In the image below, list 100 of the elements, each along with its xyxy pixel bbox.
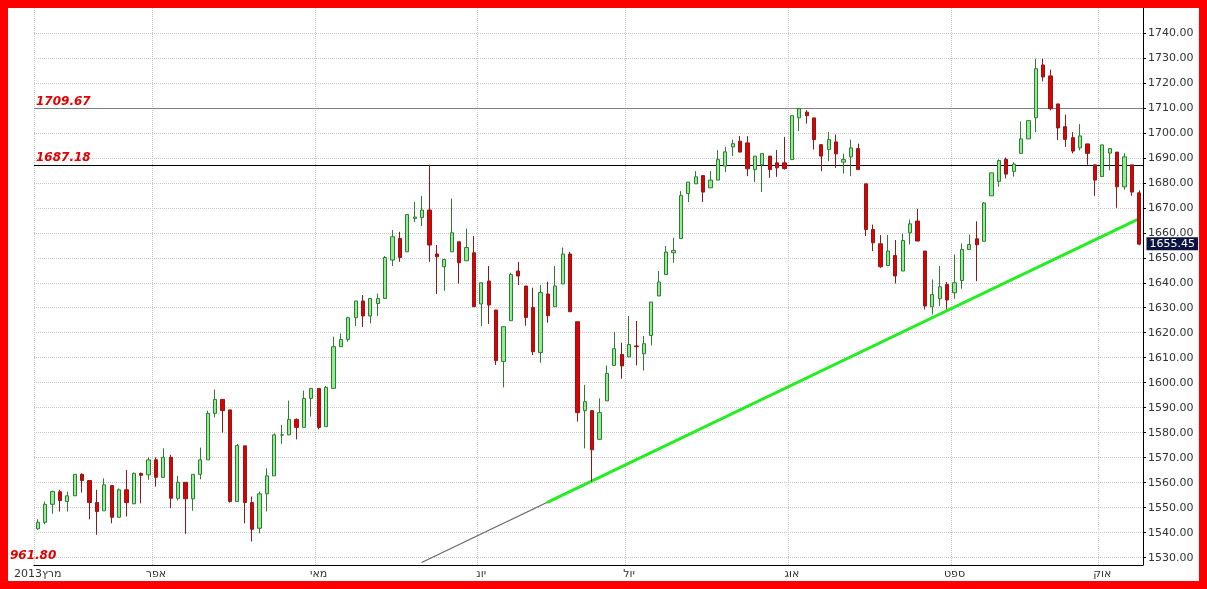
candlestick [901, 233, 905, 272]
candlestick [1093, 164, 1097, 197]
candlestick [982, 201, 986, 242]
candlestick [191, 473, 195, 512]
ref-line-label: 1709.67 [36, 93, 92, 108]
candlestick [176, 475, 180, 502]
ref-line-label: 1687.18 [36, 149, 91, 164]
candlestick [1048, 69, 1053, 111]
candlestick [856, 143, 860, 171]
candlestick [368, 297, 372, 324]
candlestick [450, 198, 454, 253]
candlestick [583, 384, 587, 449]
candlestick [1122, 152, 1127, 191]
candlestick [117, 487, 121, 518]
y-tick-label: 1720.00 [1148, 76, 1194, 90]
candlestick [878, 234, 883, 269]
candlestick [346, 316, 350, 343]
candlestick [871, 224, 875, 252]
candlestick [50, 490, 55, 515]
candlestick [775, 149, 779, 178]
candlestick [989, 172, 994, 197]
candlestick [213, 388, 217, 418]
candlestick [664, 245, 668, 276]
y-tick-label: 1690.00 [1148, 151, 1194, 165]
y-tick-label: 1570.00 [1148, 451, 1194, 465]
candlestick [183, 481, 188, 535]
candlestick [287, 400, 291, 436]
candlestick [686, 181, 690, 203]
x-tick-label: ספט [943, 567, 966, 580]
candlestick [886, 234, 890, 267]
candlestick [1078, 123, 1082, 151]
candlestick [834, 134, 838, 169]
y-tick-label: 1540.00 [1148, 526, 1194, 540]
candlestick [908, 219, 912, 246]
candlestick [413, 201, 417, 223]
candlestick [716, 149, 720, 181]
candlestick [324, 385, 328, 428]
candlestick [339, 332, 343, 348]
candlestick [679, 190, 683, 240]
x-tick-label: אפר [145, 567, 167, 580]
candlestick [124, 469, 129, 518]
candlestick [317, 387, 321, 430]
y-tick-label: 1560.00 [1148, 476, 1194, 490]
candlestick [309, 387, 313, 418]
candlestick [479, 282, 483, 327]
candlestick [701, 175, 705, 203]
candlestick [43, 501, 47, 525]
candlestick [590, 410, 594, 483]
candlestick [73, 473, 77, 497]
candlestick [36, 518, 40, 531]
candlestick [753, 155, 757, 183]
candlestick [376, 292, 380, 317]
candlestick [975, 220, 979, 282]
candlestick [760, 153, 764, 193]
candlestick [657, 270, 661, 297]
candlestick [694, 170, 698, 185]
y-tick-label: 1700.00 [1148, 126, 1194, 140]
annotation: 961.80 [10, 548, 57, 562]
candlestick [731, 139, 735, 157]
candlestick [65, 491, 69, 513]
candlestick [960, 243, 964, 290]
candlestick [627, 315, 631, 358]
candlestick [827, 131, 831, 162]
candlestick [58, 489, 62, 513]
candlestick [546, 281, 550, 324]
candlestick [161, 447, 165, 478]
y-tick-label: 1650.00 [1148, 251, 1194, 265]
candlestick [1108, 148, 1112, 171]
y-tick-label: 1580.00 [1148, 426, 1194, 440]
candlestick [1041, 58, 1045, 82]
y-tick-label: 1600.00 [1148, 376, 1194, 390]
candlestick [893, 239, 897, 284]
candlestick [524, 285, 528, 327]
candlestick [228, 409, 232, 504]
candlestick [427, 164, 432, 263]
candlestick [1034, 58, 1038, 133]
candlestick [206, 410, 210, 461]
candlestick [87, 480, 92, 520]
candlestick [257, 491, 262, 534]
candlestick [819, 144, 823, 172]
candlestick [790, 115, 794, 161]
candlestick [708, 170, 713, 189]
candlestick [812, 117, 816, 151]
candlestick [745, 135, 750, 177]
y-tick-label: 1660.00 [1148, 226, 1194, 240]
candlestick [620, 342, 624, 380]
candlestick [420, 195, 424, 227]
candlestick [575, 321, 580, 423]
candlestick [1012, 161, 1016, 178]
candlestick [797, 107, 801, 132]
candlestick [220, 398, 225, 434]
candlestick [95, 489, 99, 536]
y-tick-label: 1640.00 [1148, 276, 1194, 290]
candlestick [272, 432, 276, 477]
candlestick [464, 228, 469, 262]
candlestick [923, 250, 927, 310]
candlestick [930, 279, 934, 315]
text: 1655.45 [1149, 237, 1196, 251]
candlestick [561, 247, 565, 285]
candlestick [509, 272, 513, 322]
